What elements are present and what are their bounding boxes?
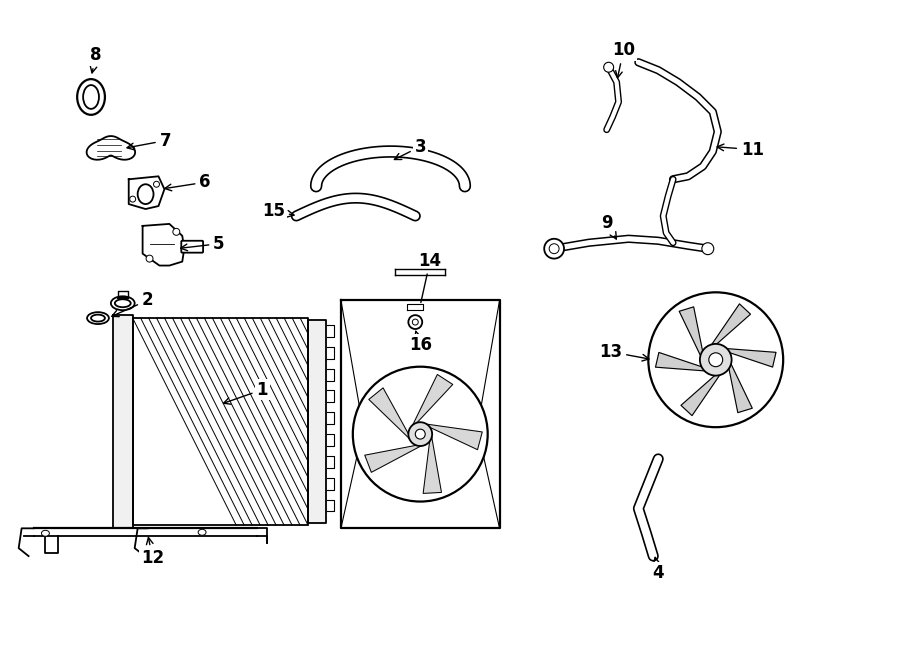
Ellipse shape [111, 296, 135, 310]
Circle shape [544, 239, 564, 258]
Circle shape [415, 429, 425, 439]
Text: 5: 5 [181, 235, 225, 253]
Ellipse shape [198, 529, 206, 535]
Polygon shape [308, 320, 326, 524]
Text: 4: 4 [652, 557, 664, 582]
Text: 1: 1 [223, 381, 268, 404]
Circle shape [702, 243, 714, 254]
Ellipse shape [77, 79, 105, 115]
Ellipse shape [115, 299, 130, 307]
Text: 16: 16 [409, 331, 432, 354]
Polygon shape [129, 176, 165, 209]
Circle shape [409, 422, 432, 446]
Ellipse shape [41, 530, 50, 536]
Polygon shape [728, 361, 752, 412]
Circle shape [709, 353, 723, 367]
Circle shape [700, 344, 732, 375]
Text: 2: 2 [112, 292, 153, 317]
Circle shape [409, 315, 422, 329]
Polygon shape [710, 304, 751, 347]
Ellipse shape [138, 184, 154, 204]
Text: 6: 6 [165, 173, 211, 191]
Circle shape [146, 255, 153, 262]
Polygon shape [427, 424, 482, 449]
Polygon shape [364, 446, 421, 473]
Circle shape [549, 244, 559, 254]
Text: 9: 9 [601, 214, 617, 239]
Polygon shape [369, 388, 410, 438]
Polygon shape [142, 224, 184, 266]
Text: 10: 10 [612, 42, 635, 78]
Polygon shape [423, 437, 442, 493]
Polygon shape [724, 348, 776, 367]
Circle shape [154, 181, 159, 187]
Polygon shape [655, 352, 707, 371]
Text: 12: 12 [141, 537, 164, 567]
Circle shape [648, 292, 783, 427]
Text: 13: 13 [599, 343, 649, 361]
Circle shape [173, 228, 180, 235]
FancyBboxPatch shape [181, 241, 203, 253]
Circle shape [604, 62, 614, 72]
Text: 14: 14 [418, 252, 442, 303]
Text: 11: 11 [717, 141, 764, 159]
Text: 3: 3 [394, 137, 426, 159]
Polygon shape [413, 375, 453, 425]
Polygon shape [86, 136, 135, 160]
Ellipse shape [87, 312, 109, 324]
Polygon shape [680, 307, 703, 358]
Ellipse shape [83, 85, 99, 109]
Circle shape [353, 367, 488, 502]
Polygon shape [112, 315, 132, 528]
Polygon shape [341, 300, 500, 528]
Polygon shape [132, 318, 308, 525]
Circle shape [130, 196, 136, 202]
Ellipse shape [91, 315, 105, 321]
Polygon shape [681, 372, 722, 416]
Circle shape [412, 319, 418, 325]
Text: 7: 7 [127, 132, 171, 150]
Text: 8: 8 [90, 46, 102, 73]
Text: 15: 15 [262, 202, 294, 220]
